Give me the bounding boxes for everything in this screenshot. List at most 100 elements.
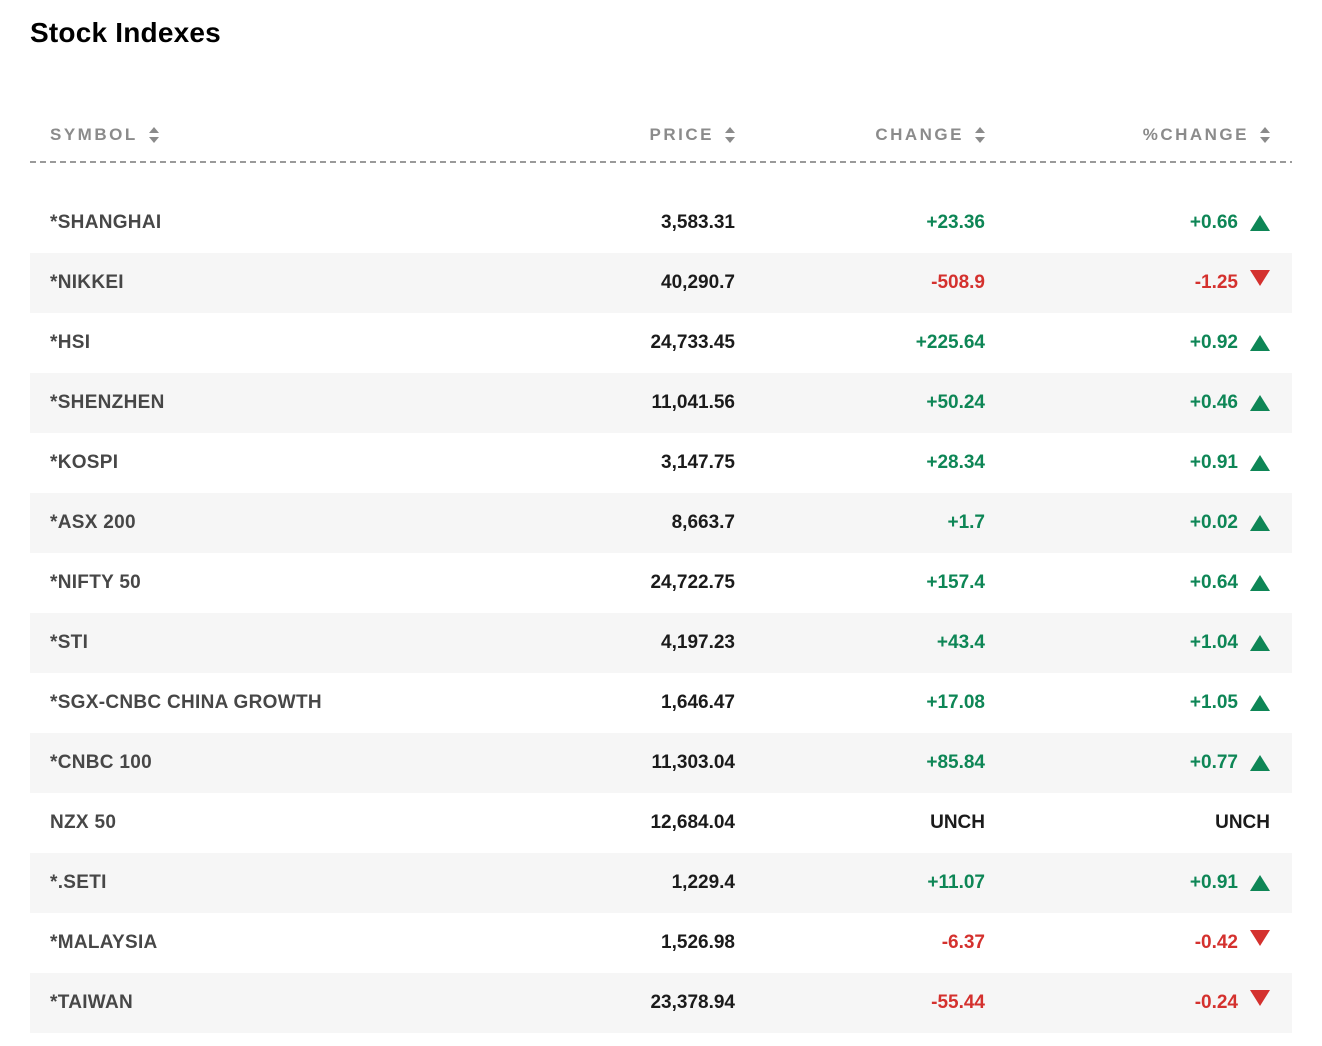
stock-indexes-table: SYMBOL PRICE CHANGE %CHANGE *SHANGHAI 3,…	[30, 107, 1292, 1033]
change-value: -55.44	[931, 992, 985, 1013]
up-triangle-icon	[1250, 215, 1270, 231]
sort-icon	[148, 127, 159, 143]
down-triangle-icon	[1250, 930, 1270, 946]
table-row[interactable]: *SGX-CNBC CHINA GROWTH 1,646.47 +17.08 +…	[30, 673, 1292, 733]
price-cell: 24,733.45	[555, 332, 735, 354]
symbol-label: *STI	[50, 632, 89, 653]
price-value: 3,147.75	[661, 452, 735, 473]
percent-change-value: -1.25	[1194, 272, 1238, 293]
change-value: +225.64	[915, 332, 985, 353]
symbol-cell: *SHENZHEN	[30, 392, 555, 414]
percent-change-value: UNCH	[1215, 812, 1270, 833]
up-triangle-icon	[1250, 875, 1270, 891]
down-triangle-icon	[1250, 270, 1270, 286]
table-row[interactable]: *NIKKEI 40,290.7 -508.9 -1.25	[30, 253, 1292, 313]
symbol-label: *ASX 200	[50, 512, 136, 533]
change-value: UNCH	[930, 812, 985, 833]
percent-change-cell: +0.77	[985, 752, 1270, 774]
percent-change-cell: +1.04	[985, 632, 1270, 654]
up-triangle-icon	[1250, 395, 1270, 411]
symbol-cell: *TAIWAN	[30, 992, 555, 1014]
symbol-label: *NIKKEI	[50, 272, 124, 293]
price-cell: 11,041.56	[555, 392, 735, 414]
price-cell: 4,197.23	[555, 632, 735, 654]
change-value: -508.9	[931, 272, 985, 293]
symbol-label: *CNBC 100	[50, 752, 152, 773]
percent-change-cell: -1.25	[985, 270, 1270, 294]
change-cell: -508.9	[735, 272, 985, 294]
symbol-label: *SHENZHEN	[50, 392, 165, 413]
percent-change-value: +0.91	[1189, 872, 1238, 893]
column-header-symbol-label: SYMBOL	[50, 125, 138, 144]
column-header-change[interactable]: CHANGE	[735, 125, 985, 145]
column-header-percent-change-label: %CHANGE	[1142, 125, 1249, 144]
symbol-label: *TAIWAN	[50, 992, 134, 1013]
percent-change-cell: -0.42	[985, 930, 1270, 954]
up-triangle-icon	[1250, 335, 1270, 351]
price-value: 12,684.04	[650, 812, 735, 833]
symbol-cell: *SHANGHAI	[30, 212, 555, 234]
change-value: +85.84	[926, 752, 985, 773]
change-cell: UNCH	[735, 812, 985, 834]
percent-change-value: +1.05	[1189, 692, 1238, 713]
table-row[interactable]: *KOSPI 3,147.75 +28.34 +0.91	[30, 433, 1292, 493]
symbol-label: *SHANGHAI	[50, 212, 162, 233]
price-cell: 3,147.75	[555, 452, 735, 474]
percent-change-cell: -0.24	[985, 990, 1270, 1014]
change-value: +11.07	[927, 872, 985, 893]
price-cell: 11,303.04	[555, 752, 735, 774]
down-triangle-icon	[1250, 990, 1270, 1006]
price-value: 1,526.98	[661, 932, 735, 953]
table-row[interactable]: *.SETI 1,229.4 +11.07 +0.91	[30, 853, 1292, 913]
price-cell: 12,684.04	[555, 812, 735, 834]
symbol-cell: *HSI	[30, 332, 555, 354]
column-header-symbol[interactable]: SYMBOL	[30, 125, 555, 145]
price-cell: 1,646.47	[555, 692, 735, 714]
change-value: +28.34	[926, 452, 985, 473]
table-row[interactable]: *SHANGHAI 3,583.31 +23.36 +0.66	[30, 193, 1292, 253]
symbol-cell: *ASX 200	[30, 512, 555, 534]
symbol-cell: NZX 50	[30, 812, 555, 834]
table-row[interactable]: *CNBC 100 11,303.04 +85.84 +0.77	[30, 733, 1292, 793]
change-value: -6.37	[941, 932, 985, 953]
change-value: +50.24	[926, 392, 985, 413]
percent-change-value: +1.04	[1189, 632, 1238, 653]
price-value: 40,290.7	[661, 272, 735, 293]
symbol-label: *NIFTY 50	[50, 572, 142, 593]
table-row[interactable]: *MALAYSIA 1,526.98 -6.37 -0.42	[30, 913, 1292, 973]
table-row[interactable]: *STI 4,197.23 +43.4 +1.04	[30, 613, 1292, 673]
change-value: +17.08	[926, 692, 985, 713]
table-row[interactable]: *SHENZHEN 11,041.56 +50.24 +0.46	[30, 373, 1292, 433]
symbol-cell: *KOSPI	[30, 452, 555, 474]
table-body: *SHANGHAI 3,583.31 +23.36 +0.66 *NIKKEI …	[30, 193, 1292, 1033]
page-title: Stock Indexes	[30, 17, 221, 48]
change-cell: -6.37	[735, 932, 985, 954]
symbol-label: *MALAYSIA	[50, 932, 158, 953]
price-cell: 8,663.7	[555, 512, 735, 534]
symbol-label: *HSI	[50, 332, 91, 353]
change-cell: +17.08	[735, 692, 985, 714]
table-row[interactable]: *HSI 24,733.45 +225.64 +0.92	[30, 313, 1292, 373]
price-value: 3,583.31	[661, 212, 735, 233]
up-triangle-icon	[1250, 695, 1270, 711]
table-row[interactable]: *TAIWAN 23,378.94 -55.44 -0.24	[30, 973, 1292, 1033]
table-row[interactable]: NZX 50 12,684.04 UNCH UNCH	[30, 793, 1292, 853]
change-cell: +1.7	[735, 512, 985, 534]
table-row[interactable]: *NIFTY 50 24,722.75 +157.4 +0.64	[30, 553, 1292, 613]
change-cell: +43.4	[735, 632, 985, 654]
column-header-percent-change[interactable]: %CHANGE	[985, 125, 1270, 145]
change-cell: +157.4	[735, 572, 985, 594]
table-header-row: SYMBOL PRICE CHANGE %CHANGE	[30, 107, 1292, 163]
change-cell: +23.36	[735, 212, 985, 234]
table-row[interactable]: *ASX 200 8,663.7 +1.7 +0.02	[30, 493, 1292, 553]
symbol-cell: *.SETI	[30, 872, 555, 894]
symbol-label: *KOSPI	[50, 452, 119, 473]
percent-change-cell: +0.91	[985, 452, 1270, 474]
percent-change-cell: UNCH	[985, 812, 1270, 834]
change-cell: +85.84	[735, 752, 985, 774]
price-cell: 24,722.75	[555, 572, 735, 594]
percent-change-cell: +0.92	[985, 332, 1270, 354]
column-header-price[interactable]: PRICE	[555, 125, 735, 145]
percent-change-cell: +0.66	[985, 212, 1270, 234]
